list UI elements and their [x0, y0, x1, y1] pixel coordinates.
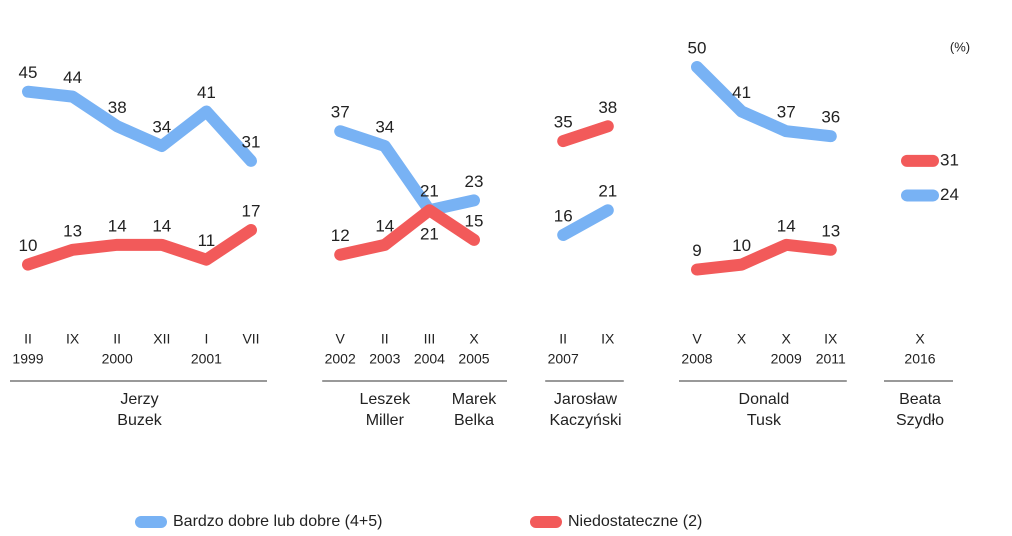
group-label: Miller: [366, 412, 405, 429]
x-tick-label: X: [915, 331, 925, 347]
value-label: 36: [821, 108, 840, 127]
group-label: Buzek: [117, 412, 162, 429]
x-tick-label: X: [469, 331, 479, 347]
x-tick-year: 2007: [548, 351, 579, 367]
x-tick-year: 2016: [904, 351, 935, 367]
x-tick-year: 2004: [414, 351, 445, 367]
group-label: Tusk: [747, 412, 782, 429]
x-tick-year: 2001: [191, 351, 222, 367]
unit-label: (%): [950, 39, 970, 54]
series-line: [691, 238, 837, 276]
x-tick-year: 2000: [102, 351, 133, 367]
group-label: Jarosław: [554, 391, 618, 408]
x-tick-label: I: [204, 331, 208, 347]
value-label: 10: [732, 236, 751, 255]
series-line: [691, 61, 837, 143]
legend-label: Bardzo dobre lub dobre (4+5): [173, 513, 382, 530]
x-tick-year: 2002: [325, 351, 356, 367]
value-label: 35: [554, 113, 573, 132]
group-label: Beata: [899, 391, 941, 408]
x-tick-label: V: [336, 331, 346, 347]
x-tick-label: II: [559, 331, 567, 347]
group-label: Szydło: [896, 412, 944, 429]
value-label: 21: [420, 182, 439, 201]
value-label: 17: [242, 202, 261, 221]
value-label: 13: [63, 221, 82, 240]
value-label: 14: [108, 216, 127, 235]
series-line: [334, 125, 480, 217]
value-label: 21: [598, 182, 617, 201]
x-tick-label: XII: [153, 331, 170, 347]
value-label: 21: [420, 225, 439, 244]
value-label: 14: [375, 216, 394, 235]
x-tick-year: 2011: [816, 351, 846, 367]
value-label: 34: [152, 118, 171, 137]
value-label: 15: [465, 211, 484, 230]
x-tick-label: II: [113, 331, 121, 347]
series-line: [22, 224, 257, 271]
value-label: 23: [465, 172, 484, 191]
value-label: 11: [198, 231, 216, 250]
group-label: Jerzy: [120, 391, 158, 408]
value-label: 31: [242, 132, 261, 151]
value-label: 31: [940, 150, 959, 169]
x-tick-label: IX: [824, 331, 838, 347]
group-label: Donald: [739, 391, 790, 408]
x-tick-year: 2009: [771, 351, 802, 367]
x-tick-year: 2005: [458, 351, 489, 367]
value-label: 9: [692, 241, 701, 260]
series-line: [557, 204, 614, 241]
value-label: 41: [732, 83, 751, 102]
x-tick-label: IX: [601, 331, 615, 347]
x-tick-label: X: [737, 331, 747, 347]
x-tick-label: II: [24, 331, 32, 347]
value-label: 34: [375, 118, 394, 137]
x-tick-label: IX: [66, 331, 80, 347]
value-label: 24: [940, 185, 959, 204]
value-label: 13: [821, 221, 840, 240]
x-tick-year: 2003: [369, 351, 400, 367]
value-label: 14: [777, 216, 796, 235]
group-label: Kaczyński: [549, 412, 621, 429]
group-label: Belka: [454, 412, 494, 429]
value-label: 37: [331, 103, 350, 122]
series-line: [557, 120, 614, 148]
value-label: 44: [63, 68, 82, 87]
x-tick-label: V: [692, 331, 702, 347]
series-line: [334, 204, 480, 261]
value-label: 38: [108, 98, 127, 117]
series-line: [22, 85, 257, 167]
x-tick-label: III: [424, 331, 436, 347]
value-label: 38: [598, 98, 617, 117]
value-label: 14: [152, 216, 171, 235]
group-label: Marek: [452, 391, 497, 408]
value-label: 45: [19, 63, 38, 82]
value-label: 10: [19, 236, 38, 255]
value-label: 37: [777, 103, 796, 122]
x-tick-label: X: [782, 331, 792, 347]
group-label: Leszek: [359, 391, 411, 408]
value-label: 16: [554, 206, 573, 225]
x-tick-year: 1999: [12, 351, 43, 367]
legend-label: Niedostateczne (2): [568, 513, 702, 530]
x-tick-label: II: [381, 331, 389, 347]
x-tick-label: VII: [242, 331, 259, 347]
value-label: 50: [688, 38, 707, 57]
x-tick-year: 2008: [681, 351, 712, 367]
value-label: 41: [197, 83, 216, 102]
value-label: 12: [331, 226, 350, 245]
